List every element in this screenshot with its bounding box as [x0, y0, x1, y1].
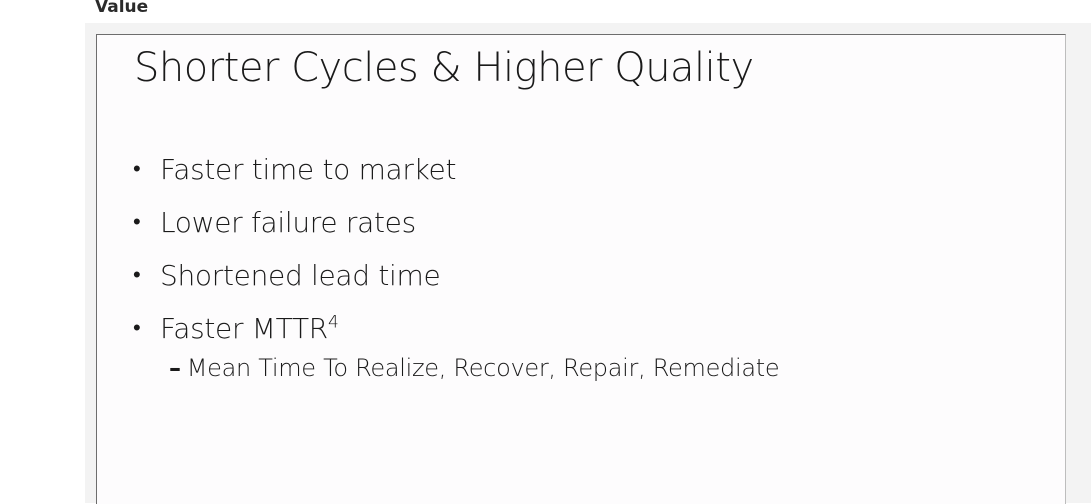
bullet-item-failure-rates: • Lower failure rates [133, 204, 456, 257]
sub-bullet-text: Mean Time To Realize, Recover, Repair, R… [186, 354, 780, 382]
bullet-icon: • [133, 157, 141, 182]
bullet-list: • Faster time to market • Lower failure … [133, 151, 456, 363]
column-header-value: Value [95, 0, 149, 17]
slide-title: Shorter Cycles & Higher Quality [134, 45, 754, 91]
slide-image: Shorter Cycles & Higher Quality • Faster… [96, 34, 1066, 504]
bullet-icon: • [133, 316, 141, 341]
bullet-text: Faster time to market [160, 153, 457, 186]
bullet-text: Lower failure rates [160, 206, 416, 239]
bullet-item-mttr: • Faster MTTR4 [133, 310, 456, 363]
dash-icon: – [169, 354, 181, 382]
bullet-icon: • [133, 210, 141, 235]
bullet-item-time-to-market: • Faster time to market [133, 151, 456, 204]
footnote-superscript: 4 [327, 312, 339, 333]
bullet-text: Faster MTTR [160, 312, 328, 345]
bullet-icon: • [133, 263, 141, 288]
bullet-text: Shortened lead time [160, 259, 441, 292]
bullet-item-lead-time: • Shortened lead time [133, 257, 456, 310]
sub-bullet-mttr-definition: – Mean Time To Realize, Recover, Repair, … [169, 354, 780, 382]
